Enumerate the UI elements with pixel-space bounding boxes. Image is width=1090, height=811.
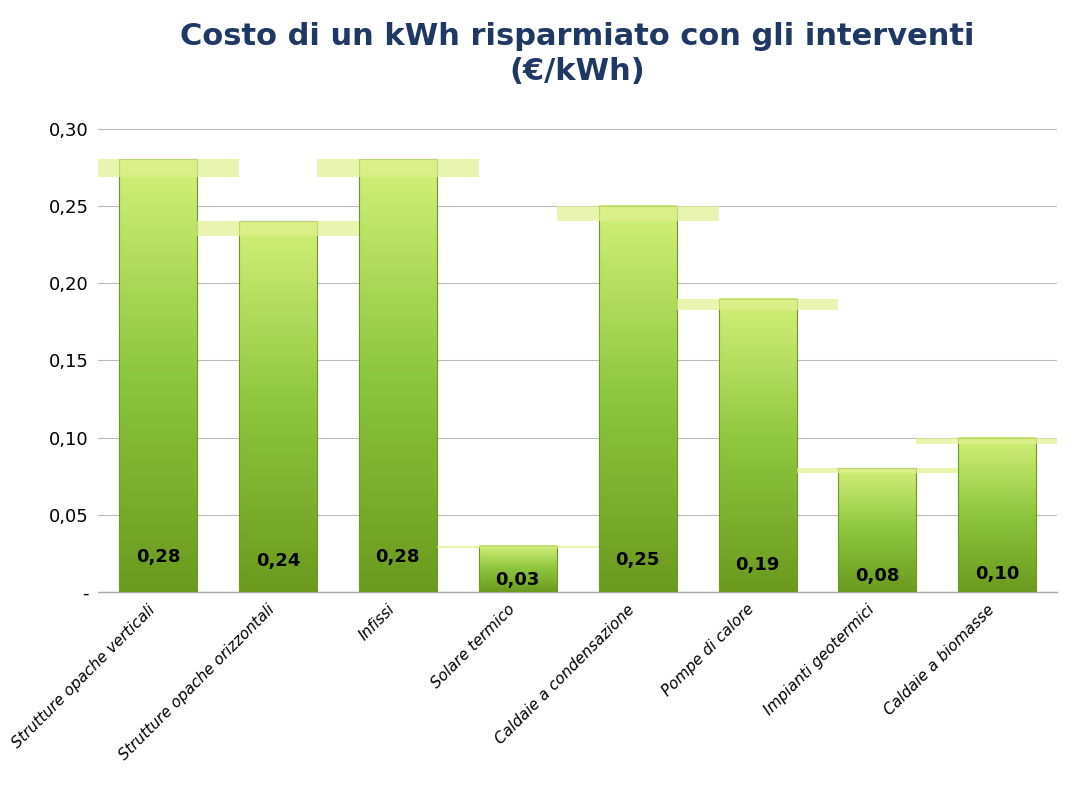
Bar	[557, 206, 718, 221]
Bar	[359, 160, 437, 592]
Bar	[718, 298, 797, 592]
Text: 0,10: 0,10	[976, 564, 1019, 583]
Bar	[77, 160, 239, 177]
Bar	[677, 298, 838, 311]
Text: 0,24: 0,24	[256, 551, 300, 570]
Bar	[958, 438, 1037, 592]
Text: 0,08: 0,08	[856, 567, 899, 585]
Text: 0,28: 0,28	[136, 548, 180, 566]
Bar	[598, 206, 677, 592]
Bar	[197, 221, 359, 236]
Bar	[239, 221, 317, 592]
Title: Costo di un kWh risparmiato con gli interventi
(€/kWh): Costo di un kWh risparmiato con gli inte…	[181, 22, 974, 87]
Text: 0,03: 0,03	[496, 571, 540, 590]
Bar	[797, 469, 958, 474]
Text: 0,28: 0,28	[376, 548, 420, 566]
Bar	[917, 438, 1078, 444]
Bar	[317, 160, 479, 177]
Bar	[838, 469, 917, 592]
Bar	[119, 160, 197, 592]
Bar	[437, 546, 598, 547]
Bar	[479, 546, 557, 592]
Text: 0,19: 0,19	[736, 556, 779, 574]
Text: 0,25: 0,25	[616, 551, 659, 569]
